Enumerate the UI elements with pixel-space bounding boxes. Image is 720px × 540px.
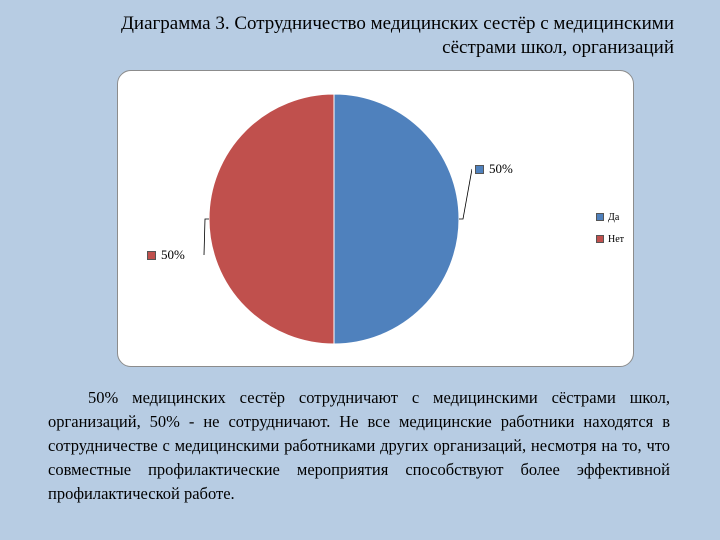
slice-label-da-text: 50%	[489, 161, 513, 176]
legend-label-net: Нет	[608, 233, 625, 245]
pie-slice-net	[208, 93, 335, 345]
pie-chart	[203, 93, 473, 345]
description-paragraph: 50% медицинских сестёр сотрудничают с ме…	[48, 388, 670, 503]
slice-label-net: 50%	[144, 247, 188, 263]
leader-line-da	[459, 168, 473, 220]
chart-area: 50% 50% Да Нет	[117, 70, 634, 367]
legend-item-da: Да	[596, 206, 624, 228]
slice-label-da: 50%	[472, 161, 516, 177]
pie-slice-da	[333, 93, 460, 345]
legend-swatch-net	[596, 235, 604, 243]
legend-swatch-da	[596, 213, 604, 221]
slice-label-swatch-net	[147, 250, 156, 260]
legend-item-net: Нет	[596, 228, 624, 250]
chart-title: Диаграмма 3. Сотрудничество медицинских …	[54, 12, 674, 60]
legend-label-da: Да	[608, 211, 620, 223]
chart-title-line-2: сёстрами школ, организаций	[442, 37, 674, 58]
slice-label-swatch-da	[475, 164, 484, 174]
chart-legend: Да Нет	[596, 206, 624, 250]
chart-title-line-1: Диаграмма 3. Сотрудничество медицинских …	[120, 13, 674, 34]
leader-line-net	[203, 218, 209, 256]
slice-label-net-text: 50%	[161, 247, 185, 262]
